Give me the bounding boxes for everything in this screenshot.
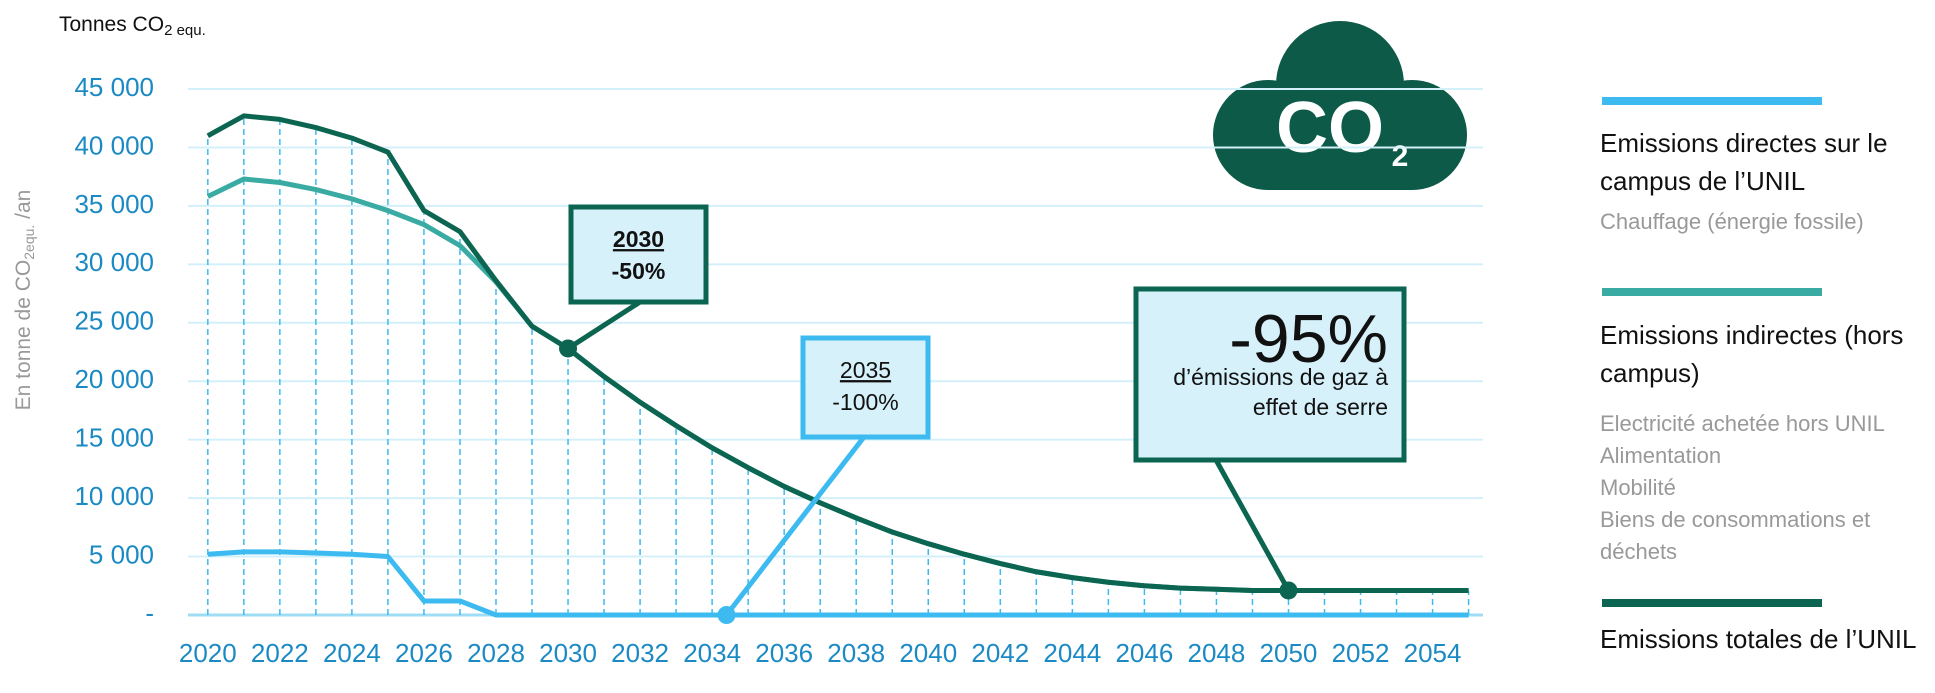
legend-detail: Chauffage (énergie fossile) bbox=[1600, 209, 1864, 234]
icon-sub: 2 bbox=[1392, 140, 1409, 173]
icon-text: CO bbox=[1276, 88, 1384, 168]
legend-details: Chauffage (énergie fossile) bbox=[1600, 206, 1935, 238]
callout-text: d’émissions de gaz à bbox=[1173, 364, 1388, 390]
callout-point bbox=[717, 606, 736, 624]
x-tick-label: 2036 bbox=[755, 638, 813, 668]
legend-name: Emissions indirectes (hors campus) bbox=[1600, 320, 1904, 388]
legend-detail: Electricité achetée hors UNIL bbox=[1600, 411, 1885, 436]
legend-detail: Biens de consommations et déchets bbox=[1600, 507, 1871, 564]
y-tick-label: - bbox=[145, 598, 154, 628]
x-tick-label: 2032 bbox=[611, 638, 669, 668]
x-tick-label: 2052 bbox=[1332, 638, 1390, 668]
series-line bbox=[206, 113, 1469, 593]
x-tick-label: 2038 bbox=[827, 638, 885, 668]
callout-box bbox=[568, 204, 709, 305]
y-title-text: En tonne de CO bbox=[12, 260, 35, 411]
legend-entry: Emissions totales de l’UNIL bbox=[1600, 620, 1935, 664]
x-tick-label: 2050 bbox=[1260, 638, 1318, 668]
x-tick-label: 2048 bbox=[1188, 638, 1246, 668]
callout-connector bbox=[1213, 458, 1291, 592]
y-tick-label: 10 000 bbox=[74, 481, 154, 511]
legend-swatch bbox=[1602, 288, 1822, 296]
x-tick-label: 2030 bbox=[539, 638, 597, 668]
top-label-sub: 2 equ. bbox=[164, 22, 206, 39]
x-tick-label: 2040 bbox=[899, 638, 957, 668]
callout-connector bbox=[724, 435, 866, 617]
callout-text: 2030 bbox=[613, 226, 664, 252]
legend-entry: Emissions directes sur le campus de l’UN… bbox=[1600, 124, 1935, 238]
callout-box bbox=[1133, 286, 1407, 463]
callout-point bbox=[559, 339, 578, 358]
top-label: Tonnes CO2 equ. bbox=[59, 13, 206, 39]
callout-connector bbox=[566, 299, 642, 351]
y-tick-label: 40 000 bbox=[74, 130, 154, 160]
callout-text: effet de serre bbox=[1253, 394, 1388, 420]
legend-swatch bbox=[1602, 599, 1822, 607]
y-tick-label: 5 000 bbox=[89, 539, 154, 569]
callout-text: 2035 bbox=[840, 357, 891, 383]
legend-entry: Emissions indirectes (hors campus) Electr… bbox=[1600, 316, 1935, 568]
callout-text: -100% bbox=[832, 389, 898, 415]
x-tick-label: 2054 bbox=[1404, 638, 1462, 668]
y-title-sub: 2equ. bbox=[21, 225, 37, 260]
legend-swatch bbox=[1602, 97, 1822, 105]
callout-text: -95% bbox=[1229, 301, 1388, 377]
callout-text: -50% bbox=[612, 258, 666, 284]
x-tick-label: 2026 bbox=[395, 638, 453, 668]
cloud-part bbox=[1268, 110, 1412, 190]
legend-detail: Mobilité bbox=[1600, 475, 1676, 500]
y-axis-title: En tonne de CO2equ. /an bbox=[12, 190, 37, 411]
y-tick-label: 45 000 bbox=[74, 72, 154, 102]
x-tick-label: 2034 bbox=[683, 638, 741, 668]
x-tick-label: 2020 bbox=[179, 638, 237, 668]
legend-details: Electricité achetée hors UNIL Alimentatio… bbox=[1600, 408, 1935, 568]
y-tick-label: 20 000 bbox=[74, 364, 154, 394]
series-line bbox=[207, 549, 1469, 618]
top-label-text: Tonnes CO bbox=[59, 13, 164, 36]
legend-name: Emissions directes sur le campus de l’UN… bbox=[1600, 128, 1888, 196]
y-tick-label: 15 000 bbox=[74, 423, 154, 453]
x-tick-label: 2044 bbox=[1043, 638, 1101, 668]
y-title-tail: /an bbox=[12, 190, 35, 225]
x-tick-label: 2042 bbox=[971, 638, 1029, 668]
x-tick-label: 2024 bbox=[323, 638, 381, 668]
y-tick-label: 30 000 bbox=[74, 247, 154, 277]
legend-name: Emissions totales de l’UNIL bbox=[1600, 624, 1917, 654]
callout-point bbox=[1279, 581, 1298, 600]
x-tick-label: 2022 bbox=[251, 638, 309, 668]
x-tick-label: 2028 bbox=[467, 638, 525, 668]
co2-icon: CO 2 bbox=[1213, 21, 1467, 190]
x-tick-label: 2046 bbox=[1115, 638, 1173, 668]
callout-box bbox=[800, 335, 931, 440]
legend-detail: Alimentation bbox=[1600, 443, 1722, 468]
y-tick-label: 25 000 bbox=[74, 306, 154, 336]
y-tick-label: 35 000 bbox=[74, 189, 154, 219]
